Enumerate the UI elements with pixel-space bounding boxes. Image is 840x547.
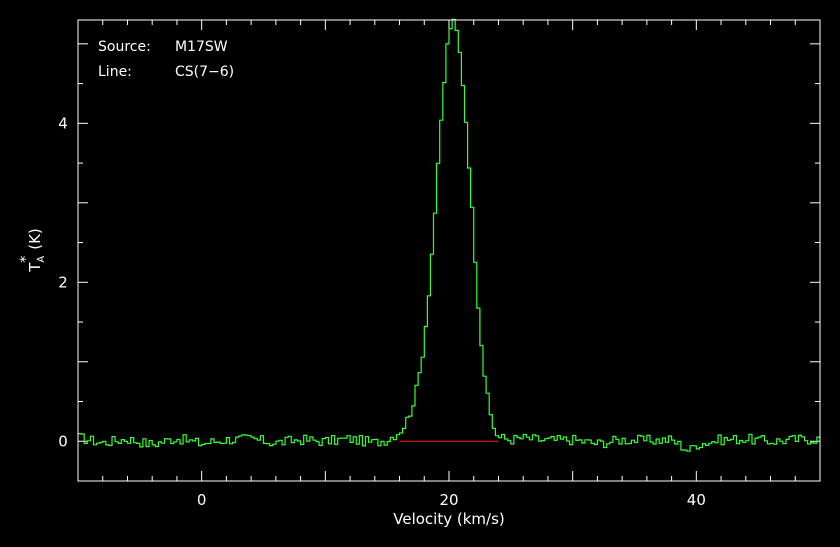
y-axis-label-sub: A [36, 256, 47, 263]
line-label: Line: [98, 64, 132, 80]
spectrum-line [78, 18, 820, 452]
x-tick-label: 40 [687, 491, 706, 509]
y-axis-label-main: T [26, 262, 44, 273]
y-axis-label-unit: (K) [26, 228, 44, 250]
source-label: Source: [98, 39, 151, 55]
x-tick-label: 20 [439, 491, 458, 509]
y-axis-label-sup: * [18, 256, 34, 263]
source-value: M17SW [175, 39, 228, 55]
svg-text:TA*(K): TA* (K) [18, 228, 47, 273]
line-value: CS(7−6) [175, 64, 234, 80]
y-tick-label: 2 [58, 273, 68, 291]
y-axis-label: TA* (K) [18, 228, 47, 273]
x-axis-label: Velocity (km/s) [393, 510, 504, 528]
y-tick-label: 4 [58, 114, 68, 132]
plot-frame [77, 19, 821, 482]
y-tick-label: 0 [58, 432, 68, 450]
x-tick-label: 0 [197, 491, 207, 509]
